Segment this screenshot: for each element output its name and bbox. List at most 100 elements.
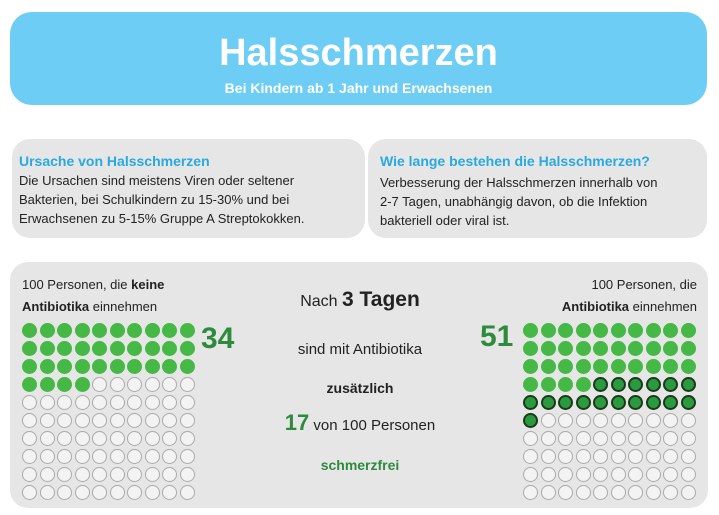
person-dot-light [575, 377, 591, 392]
person-dot-empty [179, 467, 195, 482]
person-dot-empty [39, 467, 55, 482]
person-dot-light [540, 359, 556, 374]
text-line: bakteriell oder viral ist. [380, 213, 510, 228]
person-dot-empty [540, 449, 556, 464]
person-dot-empty [540, 467, 556, 482]
person-dot-empty [144, 413, 160, 428]
person-dot-empty [162, 395, 177, 410]
person-dot-empty [523, 431, 538, 446]
person-dot-empty [645, 467, 661, 482]
person-dot-empty [179, 377, 195, 392]
person-dot-empty [162, 431, 177, 446]
person-dot-empty [680, 467, 696, 482]
person-dot-light [144, 341, 160, 356]
person-dot-light [610, 323, 626, 338]
person-dot-empty [558, 467, 573, 482]
left-label: 100 Personen, die keine Antibiotika einn… [22, 274, 164, 318]
person-dot-empty [22, 431, 37, 446]
person-dot-empty [74, 485, 90, 500]
person-dot-light [628, 359, 643, 374]
cause-heading: Ursache von Halsschmerzen [19, 153, 210, 169]
person-dot-empty [127, 413, 142, 428]
person-dot-empty [39, 431, 55, 446]
person-dot-light [645, 323, 661, 338]
person-dot-empty [74, 413, 90, 428]
duration-heading: Wie lange bestehen die Halsschmerzen? [380, 153, 650, 169]
person-dot-empty [22, 395, 37, 410]
person-dot-empty [92, 431, 107, 446]
person-dot-empty [57, 449, 72, 464]
page-subtitle: Bei Kindern ab 1 Jahr und Erwachsenen [224, 80, 493, 96]
person-dot-dark [540, 395, 556, 410]
person-dot-empty [22, 485, 37, 500]
person-dot-empty [22, 467, 37, 482]
left-count: 34 [201, 322, 235, 355]
person-dot-light [680, 323, 696, 338]
person-dot-light [610, 359, 626, 374]
person-dot-light [144, 323, 160, 338]
person-dot-light [39, 359, 55, 374]
person-dot-light [162, 359, 177, 374]
person-dot-light [144, 359, 160, 374]
person-dot-empty [575, 485, 591, 500]
person-dot-light [628, 323, 643, 338]
person-dot-light [57, 377, 72, 392]
label-emphasis: keine [131, 277, 165, 292]
center-line-1: Nach 3 Tagen [250, 288, 470, 312]
person-dot-light [575, 359, 591, 374]
person-dot-empty [92, 413, 107, 428]
person-dot-empty [144, 377, 160, 392]
person-dot-dark [523, 395, 538, 410]
person-dot-light [645, 359, 661, 374]
person-dot-light [523, 377, 538, 392]
person-dot-empty [628, 449, 643, 464]
center-line-2: sind mit Antibiotika [297, 341, 423, 358]
person-dot-empty [144, 431, 160, 446]
person-dot-empty [144, 395, 160, 410]
person-dot-light [575, 323, 591, 338]
person-dot-light [540, 377, 556, 392]
cause-box: Ursache von Halsschmerzen Die Ursachen s… [12, 139, 365, 238]
person-dot-empty [57, 485, 72, 500]
person-dot-empty [109, 395, 125, 410]
person-dot-light [628, 341, 643, 356]
person-dot-light [74, 377, 90, 392]
person-dot-empty [22, 413, 37, 428]
person-dot-light [540, 341, 556, 356]
center-line-4: 17 von 100 Personen [250, 410, 470, 436]
person-dot-light [558, 377, 573, 392]
person-dot-empty [57, 431, 72, 446]
days-emphasis: 3 Tagen [342, 288, 420, 311]
person-dot-light [39, 377, 55, 392]
person-dot-light [558, 341, 573, 356]
label-text: 100 Personen, die [22, 277, 132, 292]
person-dot-empty [92, 485, 107, 500]
person-dot-light [22, 359, 37, 374]
person-dot-empty [645, 485, 661, 500]
person-dot-empty [92, 395, 107, 410]
person-dot-light [92, 359, 107, 374]
person-dot-dark [610, 395, 626, 410]
person-dot-empty [575, 467, 591, 482]
person-dot-empty [109, 377, 125, 392]
person-dot-empty [109, 449, 125, 464]
person-dot-empty [162, 449, 177, 464]
person-dot-empty [92, 467, 107, 482]
person-dot-empty [575, 413, 591, 428]
duration-text: Verbesserung der Halsschmerzen innerhalb… [380, 173, 658, 230]
center-line-5: schmerzfrei [320, 457, 400, 473]
person-dot-light [162, 341, 177, 356]
person-dot-empty [109, 413, 125, 428]
person-dot-light [179, 323, 195, 338]
person-dot-light [663, 359, 678, 374]
person-dot-light [575, 341, 591, 356]
person-dot-empty [558, 485, 573, 500]
person-dot-light [680, 359, 696, 374]
person-dot-light [74, 323, 90, 338]
header-banner: Halsschmerzen Bei Kindern ab 1 Jahr und … [10, 12, 707, 105]
person-dot-dark [628, 377, 643, 392]
person-dot-light [523, 359, 538, 374]
person-dot-empty [162, 467, 177, 482]
person-dot-empty [162, 485, 177, 500]
person-dot-empty [680, 431, 696, 446]
